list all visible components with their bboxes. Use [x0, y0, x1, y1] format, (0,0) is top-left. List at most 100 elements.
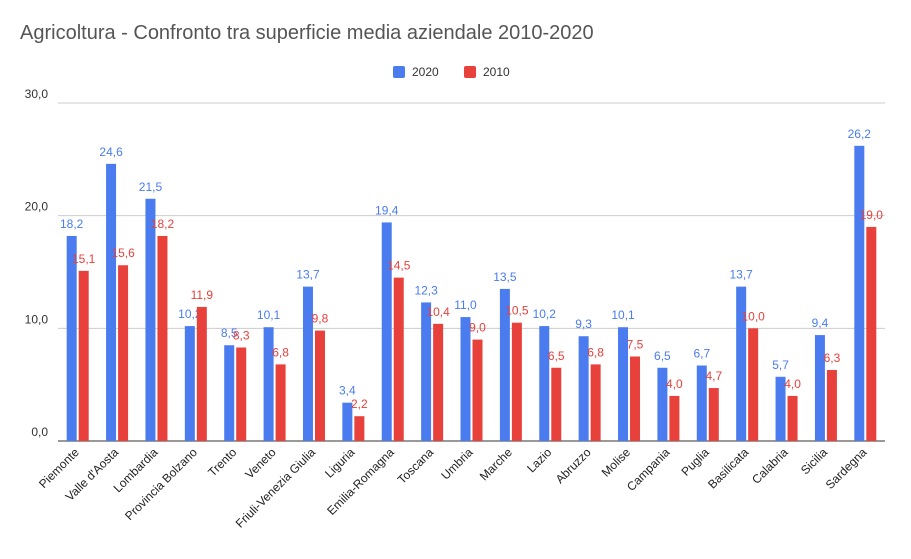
data-label-2010-19: 6,3	[824, 351, 841, 365]
bar-2010-6	[314, 330, 325, 441]
bar-2020-18	[775, 376, 786, 441]
bar-2010-4	[236, 347, 247, 441]
bar-2010-14	[630, 356, 641, 441]
data-label-2020-9: 12,3	[414, 283, 438, 297]
x-tick-label: Sicilia	[798, 445, 830, 477]
bar-2010-15	[669, 395, 680, 441]
legend-label-2020: 2020	[412, 65, 439, 79]
x-tick-label: Liguria	[322, 445, 358, 481]
data-label-2010-4: 8,3	[233, 328, 250, 342]
x-tick-label: Campania	[624, 445, 673, 494]
bar-2020-17	[736, 286, 747, 441]
data-label-2010-14: 7,5	[627, 338, 644, 352]
bar-2020-13	[578, 336, 589, 441]
bar-2010-9	[433, 323, 444, 441]
bar-2010-2	[157, 235, 168, 441]
data-label-2010-9: 10,4	[426, 305, 450, 319]
data-label-2010-1: 15,6	[111, 246, 135, 260]
bar-2020-2	[145, 198, 156, 441]
x-tick-label: Sardegna	[823, 445, 870, 492]
data-label-2020-3: 10,2	[178, 307, 202, 321]
chart-title: Agricoltura - Confronto tra superficie m…	[20, 22, 594, 44]
data-label-2020-1: 24,6	[99, 145, 123, 159]
data-label-2020-4: 8,5	[221, 326, 238, 340]
bar-2020-11	[499, 288, 510, 441]
bar-2010-19	[826, 370, 837, 441]
x-tick-label: Puglia	[678, 445, 712, 479]
x-tick-label: Lazio	[524, 445, 554, 475]
bar-2010-3	[196, 306, 207, 441]
data-label-2010-18: 4,0	[784, 377, 801, 391]
bar-2010-0	[78, 270, 89, 441]
data-label-2020-8: 19,4	[375, 203, 399, 217]
bar-2010-1	[118, 265, 129, 441]
data-label-2020-15: 6,5	[654, 349, 671, 363]
bar-2010-5	[275, 364, 286, 441]
data-label-2020-7: 3,4	[339, 384, 356, 398]
bar-2020-10	[460, 317, 471, 441]
data-label-2020-0: 18,2	[60, 217, 84, 231]
bar-2020-19	[814, 335, 825, 441]
bar-2020-16	[696, 365, 707, 441]
data-label-2010-10: 9,0	[469, 321, 486, 335]
data-label-2010-12: 6,5	[548, 349, 565, 363]
data-label-2010-6: 9,8	[312, 312, 329, 326]
data-label-2020-6: 13,7	[296, 268, 320, 282]
legend-swatch-2010	[464, 66, 476, 78]
bar-2010-18	[787, 395, 798, 441]
data-label-2010-7: 2,2	[351, 397, 368, 411]
data-label-2020-13: 9,3	[575, 317, 592, 331]
bar-2010-12	[551, 367, 562, 441]
data-label-2010-15: 4,0	[666, 377, 683, 391]
bar-2020-7	[342, 402, 353, 441]
bar-2010-8	[393, 277, 404, 441]
bar-2010-17	[748, 328, 759, 441]
data-label-2020-19: 9,4	[812, 316, 829, 330]
data-label-2020-14: 10,1	[611, 308, 635, 322]
bar-2020-4	[224, 345, 235, 441]
bar-2020-20	[854, 145, 865, 441]
bar-2020-15	[657, 367, 668, 441]
x-tick-label: Calabria	[749, 445, 791, 487]
y-tick-label: 30,0	[25, 87, 49, 101]
bar-2010-13	[590, 364, 601, 441]
data-label-2020-5: 10,1	[257, 308, 281, 322]
data-label-2020-2: 21,5	[139, 180, 163, 194]
bar-2010-20	[866, 226, 877, 441]
bar-2020-14	[618, 327, 629, 441]
data-label-2010-0: 15,1	[72, 252, 96, 266]
bar-2020-5	[263, 327, 274, 441]
bar-2020-6	[302, 286, 313, 441]
x-tick-label: Toscana	[395, 445, 437, 487]
x-tick-label: Trento	[205, 445, 239, 479]
data-label-2020-11: 13,5	[493, 270, 517, 284]
x-tick-label: Emilia-Romagna	[324, 445, 397, 518]
legend-swatch-2020	[393, 66, 405, 78]
data-label-2010-2: 18,2	[151, 217, 175, 231]
bar-2020-3	[184, 326, 195, 441]
x-tick-label: Umbria	[438, 445, 475, 482]
x-tick-label: Veneto	[242, 445, 279, 482]
data-label-2010-16: 4,7	[705, 369, 722, 383]
x-tick-label: Molise	[599, 445, 634, 480]
bar-2020-12	[539, 326, 550, 441]
data-label-2020-16: 6,7	[693, 347, 710, 361]
data-label-2020-12: 10,2	[533, 307, 557, 321]
data-label-2020-10: 11,0	[454, 298, 477, 312]
y-tick-label: 0,0	[31, 425, 48, 439]
data-label-2010-8: 14,5	[387, 259, 411, 273]
bar-2020-1	[106, 163, 117, 441]
data-label-2010-5: 6,8	[272, 345, 289, 359]
bar-2020-0	[66, 235, 77, 441]
data-label-2020-18: 5,7	[772, 358, 789, 372]
bar-2010-16	[708, 388, 719, 441]
y-tick-label: 10,0	[25, 312, 49, 326]
bar-2020-9	[421, 302, 432, 441]
x-tick-label: Provincia Bolzano	[122, 445, 200, 523]
data-label-2010-11: 10,5	[505, 304, 529, 318]
y-tick-label: 20,0	[25, 200, 49, 214]
bar-2010-10	[472, 339, 483, 441]
bar-2020-8	[381, 222, 392, 441]
data-label-2010-13: 6,8	[587, 345, 604, 359]
